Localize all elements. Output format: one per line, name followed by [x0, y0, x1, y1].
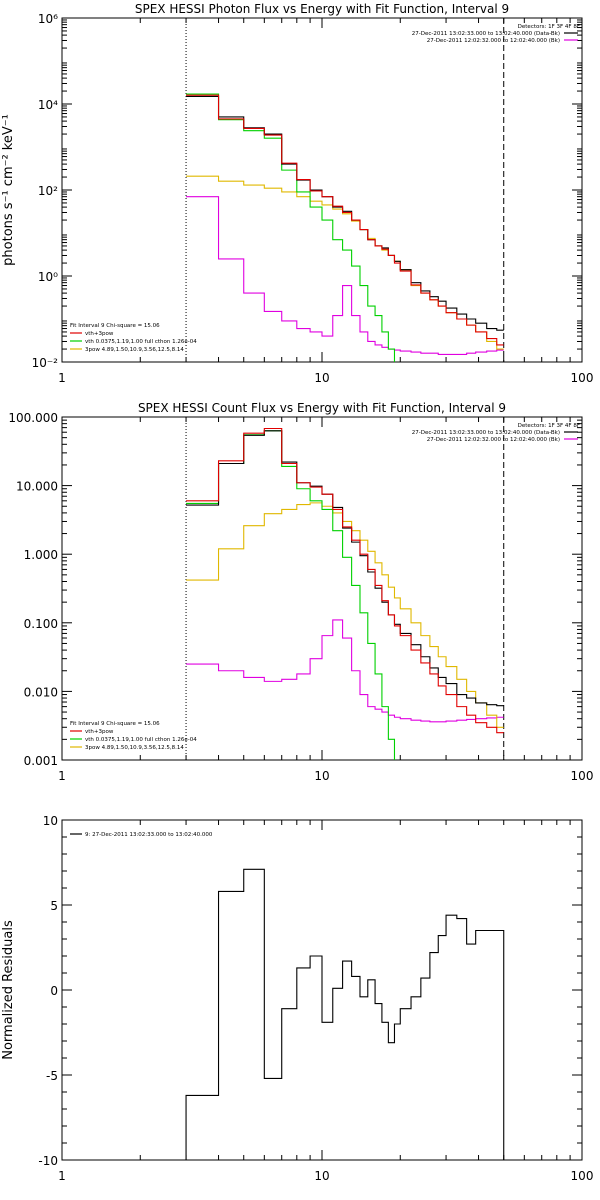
chart-title: SPEX HESSI Photon Flux vs Energy with Fi… — [135, 2, 509, 16]
legend-left-entry: 3pow 4.89,1.50,10.9,3.56,12.5,8.14 — [85, 745, 184, 751]
y-tick-label: 0.100 — [24, 617, 58, 631]
photon-flux-panel: SPEX HESSI Photon Flux vs Energy with Fi… — [1, 2, 594, 385]
y-tick-label: 10.000 — [16, 480, 58, 494]
y-axis-label: photons s⁻¹ cm⁻² keV⁻¹ — [1, 114, 16, 266]
legend-left-entry: Fit Interval 9 Chi-square = 15.06 — [70, 721, 160, 727]
legend-left-entry: Fit Interval 9 Chi-square = 15.06 — [70, 323, 160, 329]
x-tick-label: 100 — [571, 371, 594, 385]
y-tick-label: -10 — [38, 1154, 58, 1168]
y-tick-label: 0 — [50, 984, 58, 998]
series-vth-line — [186, 430, 396, 760]
y-tick-label: 10⁶ — [38, 12, 58, 26]
series-pow-line — [186, 175, 504, 350]
legend-right-entry: Detectors: 1F 3F 4F 8F — [518, 423, 580, 429]
y-tick-label: 10 — [43, 814, 58, 828]
legend-right-entry: 27-Dec-2011 12:02:32.000 to 12:02:40.000… — [427, 437, 560, 443]
legend-right-entry: 27-Dec-2011 13:02:33.000 to 13:02:40.000… — [412, 31, 560, 37]
legend-left-entry: 9: 27-Dec-2011 13:02:33.000 to 13:02:40.… — [85, 832, 213, 838]
y-tick-label: 10⁰ — [38, 270, 58, 284]
series-bk-line — [186, 619, 504, 723]
series-data-line — [185, 868, 505, 1160]
y-tick-label: -5 — [46, 1069, 58, 1083]
x-tick-label: 10 — [314, 1169, 329, 1183]
y-tick-label: 0.010 — [24, 685, 58, 699]
legend-left-entry: vth 0.0375,1.19,1.00 full cthon 1.26e-04 — [85, 737, 197, 743]
legend-left-entry: 3pow 4.89,1.50,10.9,3.56,12.5,8.14 — [85, 347, 184, 353]
x-tick-label: 10 — [314, 769, 329, 783]
x-tick-label: 1 — [58, 371, 66, 385]
x-tick-label: 10 — [314, 371, 329, 385]
x-tick-label: 100 — [571, 1169, 594, 1183]
legend-right-entry: 27-Dec-2011 13:02:33.000 to 13:02:40.000… — [412, 430, 560, 436]
y-tick-label: 10⁻² — [32, 356, 59, 370]
series-fit-line — [186, 427, 504, 734]
series-data-line — [186, 430, 504, 707]
chart-title: SPEX HESSI Count Flux vs Energy with Fit… — [138, 401, 506, 415]
legend-left-entry: vth+3pow — [85, 331, 114, 337]
y-tick-label: 10² — [38, 184, 58, 198]
legend-left-entry: vth 0.0375,1.19,1.00 full cthon 1.26e-04 — [85, 339, 197, 345]
y-tick-label: 5 — [50, 899, 58, 913]
series-fit-line — [186, 94, 504, 346]
legend-left-entry: vth+3pow — [85, 729, 114, 735]
residuals-panel: 1 10 100 -10 -5 0 5 10 Normalized Residuals 9: 27… — [1, 814, 593, 1183]
x-tick-label: 1 — [58, 1169, 66, 1183]
y-tick-label: 1.000 — [24, 548, 58, 562]
y-tick-label: 0.001 — [24, 754, 58, 768]
y-axis-label: Normalized Residuals — [1, 920, 16, 1060]
series-bk-line — [186, 196, 504, 355]
series-pow-line — [186, 502, 504, 728]
x-tick-label: 100 — [571, 769, 594, 783]
x-tick-label: 1 — [58, 769, 66, 783]
count-flux-panel: SPEX HESSI Count Flux vs Energy with Fit… — [8, 401, 594, 783]
series-vth-line — [186, 93, 396, 362]
legend-right-entry: 27-Dec-2011 12:02:32.000 to 12:02:40.000… — [427, 38, 560, 44]
y-tick-label: 10⁴ — [38, 98, 58, 112]
legend-right-entry: Detectors: 1F 3F 4F 8F — [518, 24, 580, 30]
y-tick-label: 100.000 — [8, 411, 58, 425]
